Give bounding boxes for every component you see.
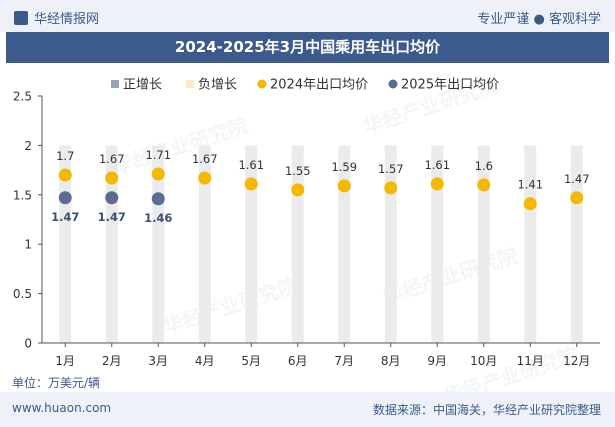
y-tick-label: 1	[24, 238, 32, 252]
x-tick-label: 1月	[55, 354, 75, 368]
point-2025	[105, 191, 119, 205]
month-band	[524, 145, 537, 343]
point-2024	[291, 183, 305, 197]
brand-name: 华经情报网	[34, 12, 100, 27]
x-tick-label: 4月	[195, 354, 215, 368]
data-source: 数据来源：中国海关，华经产业研究院整理	[372, 403, 601, 417]
point-2024	[105, 171, 119, 185]
x-tick-label: 5月	[241, 354, 261, 368]
point-2024	[337, 179, 351, 193]
top-bar: 华经情报网 专业严谨 ● 客观科学	[0, 0, 615, 32]
data-label-2024: 1.7	[56, 149, 74, 163]
data-label-2024: 1.47	[564, 172, 590, 186]
legend-swatch-negative	[186, 80, 194, 88]
point-2024	[384, 181, 398, 195]
point-2025	[151, 192, 165, 206]
tagline: 专业严谨 ● 客观科学	[477, 12, 601, 27]
data-label-2024: 1.41	[517, 178, 543, 192]
unit-label: 单位：万美元/辆	[12, 376, 101, 390]
y-tick-label: 2	[24, 139, 32, 153]
y-tick-label: 2.5	[13, 90, 32, 104]
data-label-2024: 1.71	[145, 148, 171, 162]
bottom-bar: www.huaon.com 数据来源：中国海关，华经产业研究院整理	[0, 392, 615, 427]
legend-swatch-positive	[111, 80, 119, 88]
x-tick-label: 7月	[334, 354, 354, 368]
data-label-2024: 1.6	[475, 159, 493, 173]
chart-area: 正增长 负增长 2024年出口均价 2025年出口均价 0 0.5 1 1.5 2 2.5 1月 2…	[13, 78, 600, 368]
legend-swatch-2025	[388, 79, 398, 89]
month-band	[245, 145, 258, 343]
month-band	[431, 145, 444, 343]
x-tick-label: 10月	[470, 354, 497, 368]
x-tick-label: 9月	[427, 354, 447, 368]
legend-label: 负增长	[198, 78, 237, 93]
legend-label: 2024年出口均价	[270, 78, 368, 93]
point-2024	[430, 177, 444, 191]
data-label-2024: 1.61	[238, 158, 264, 172]
x-tick-label: 3月	[148, 354, 168, 368]
month-band	[384, 145, 397, 343]
data-label-2025: 1.47	[51, 210, 79, 224]
data-label-2025: 1.46	[144, 211, 172, 225]
point-2024	[523, 197, 537, 211]
legend-label: 正增长	[123, 78, 162, 93]
legend-label: 2025年出口均价	[401, 78, 499, 93]
x-tick-label: 6月	[288, 354, 308, 368]
point-2024	[570, 191, 584, 205]
month-band	[338, 145, 351, 343]
data-label-2024: 1.61	[424, 158, 450, 172]
point-2024	[58, 168, 72, 182]
y-tick-label: 0	[24, 337, 32, 351]
data-label-2024: 1.57	[378, 162, 404, 176]
marks: 1.7 1.67 1.71 1.67 1.61 1.55 1.59 1.57 1.61 1.6 1.…	[51, 148, 589, 225]
point-2024	[198, 171, 212, 185]
point-2024	[151, 167, 165, 181]
chart-title: 2024-2025年3月中国乘用车出口均价	[6, 32, 609, 63]
data-label-2024: 1.67	[192, 152, 218, 166]
website-link[interactable]: www.huaon.com	[12, 401, 112, 415]
data-label-2024: 1.59	[331, 160, 357, 174]
data-label-2024: 1.67	[99, 152, 125, 166]
x-tick-label: 11月	[517, 354, 544, 368]
point-2025	[58, 191, 72, 205]
brand[interactable]: 华经情报网	[14, 8, 99, 27]
axes: 0 0.5 1 1.5 2 2.5 1月 2月 3月 4月 5月 6月 7月 8月 9月 10月 11月 12月	[13, 90, 600, 368]
data-label-2025: 1.47	[98, 210, 126, 224]
logo-icon	[14, 11, 28, 25]
x-tick-label: 12月	[563, 354, 590, 368]
legend-swatch-2024	[257, 79, 267, 89]
y-tick-label: 0.5	[13, 287, 32, 301]
legend: 正增长 负增长 2024年出口均价 2025年出口均价	[111, 78, 499, 93]
x-tick-label: 2月	[102, 354, 122, 368]
y-tick-label: 1.5	[13, 188, 32, 202]
month-band	[477, 145, 490, 343]
point-2024	[477, 178, 491, 192]
point-2024	[244, 177, 258, 191]
data-label-2024: 1.55	[285, 164, 311, 178]
month-band	[198, 145, 211, 343]
bands	[59, 145, 583, 343]
x-tick-label: 8月	[381, 354, 401, 368]
